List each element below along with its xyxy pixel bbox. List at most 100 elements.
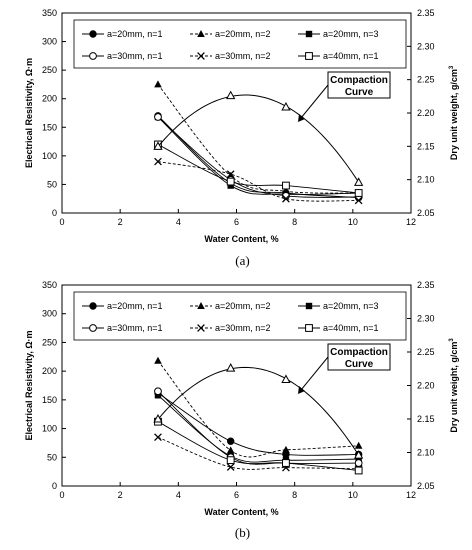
x-tick-label: 2	[118, 490, 123, 500]
legend-label: a=20mm, n=1	[107, 301, 163, 311]
y2-tick-label: 2.25	[417, 75, 435, 85]
series-point	[282, 459, 290, 467]
series-point	[354, 189, 363, 197]
y-tick-label: 150	[42, 395, 57, 405]
compaction-point	[226, 90, 236, 100]
series-point	[154, 157, 162, 166]
legend-marker	[197, 52, 205, 60]
annotation-arrowhead	[298, 386, 305, 394]
x-tick-label: 12	[406, 490, 416, 500]
legend-marker	[89, 30, 97, 38]
y-tick-label: 50	[47, 179, 57, 189]
series-line	[157, 390, 359, 465]
y2-tick-label: 2.20	[417, 381, 435, 391]
x-tick-label: 12	[406, 217, 416, 227]
x-tick-label: 6	[234, 217, 239, 227]
legend-box	[73, 291, 407, 341]
legend-marker	[305, 302, 313, 310]
x-tick-label: 4	[176, 217, 181, 227]
y-tick-label: 100	[42, 151, 57, 161]
y2-tick-label: 2.20	[417, 108, 435, 118]
y-tick-label: 350	[42, 280, 57, 290]
annotation-arrow	[300, 356, 329, 391]
x-tick-label: 10	[348, 217, 358, 227]
legend-box	[73, 19, 407, 69]
y-tick-label: 200	[42, 94, 57, 104]
y-tick-label: 0	[52, 208, 57, 218]
legend-label: a=30mm, n=2	[215, 51, 271, 61]
legend-label: a=20mm, n=2	[215, 29, 271, 39]
series-line	[157, 392, 359, 456]
series-point	[354, 196, 363, 205]
x-tick-label: 2	[118, 217, 123, 227]
x-axis-label: Water Content, %	[204, 234, 278, 244]
y2-axis-label: Dry unit weight, g/cm3	[449, 338, 459, 433]
annotation-arrowhead	[298, 114, 305, 122]
series-point	[226, 437, 235, 445]
series-point	[154, 80, 162, 88]
panel-caption: (a)	[235, 253, 249, 268]
series-point	[154, 433, 162, 442]
y2-tick-label: 2.10	[417, 448, 435, 458]
chart-panel-a: 0 2 4 6 8 10 12 0 50 100 150 200 250 300 350 2.05 2.10 2.…	[24, 8, 459, 268]
y2-tick-label: 2.15	[417, 141, 435, 151]
compaction-point	[226, 363, 236, 372]
annotation-text-line1: Compaction	[330, 75, 388, 86]
x-tick-label: 0	[59, 490, 64, 500]
x-tick-label: 6	[234, 490, 239, 500]
compaction-curve	[157, 94, 360, 183]
series-line	[157, 360, 359, 458]
series-point	[354, 459, 363, 467]
legend-marker	[305, 30, 313, 38]
series-line	[157, 421, 359, 471]
series-line	[157, 436, 359, 470]
y-tick-label: 250	[42, 337, 57, 347]
y2-axis-label-text: Dry unit weight, g/cm	[449, 342, 459, 433]
series-point	[282, 194, 290, 203]
legend-marker	[305, 324, 313, 332]
series-line	[157, 84, 359, 194]
series-point	[226, 463, 235, 471]
x-tick-label: 0	[59, 217, 64, 227]
annotation-text-line2: Curve	[345, 359, 374, 370]
compaction-point	[153, 413, 163, 423]
annotation-text-line1: Compaction	[330, 347, 388, 358]
y-axis-label: Electrical Resistivity, Ω·m	[24, 330, 34, 440]
series-point	[226, 456, 235, 465]
y-tick-label: 300	[42, 309, 57, 319]
y-tick-label: 300	[42, 37, 57, 47]
panel-caption: (b)	[235, 525, 250, 540]
x-axis-label: Water Content, %	[204, 507, 278, 517]
y-tick-label: 0	[52, 481, 57, 491]
y2-tick-label: 2.35	[417, 280, 435, 290]
annotation-text-line2: Curve	[345, 87, 374, 98]
y-tick-label: 100	[42, 424, 57, 434]
y-tick-label: 250	[42, 65, 57, 75]
series-point	[354, 441, 363, 449]
x-tick-label: 8	[292, 217, 297, 227]
compaction-point	[354, 177, 364, 186]
y2-axis-label-superscript: 3	[449, 65, 455, 69]
y2-tick-label: 2.05	[417, 481, 435, 491]
legend-marker	[197, 30, 205, 37]
legend-marker	[89, 52, 97, 60]
y-tick-label: 350	[42, 8, 57, 18]
compaction-point	[354, 450, 364, 459]
y2-tick-label: 2.05	[417, 208, 435, 218]
y2-tick-label: 2.30	[417, 314, 435, 324]
annotation-box	[327, 71, 391, 99]
series-point	[354, 466, 363, 475]
x-tick-label: 8	[292, 490, 297, 500]
legend-label: a=20mm, n=1	[107, 29, 163, 39]
series-line	[157, 116, 359, 195]
y2-axis-label-superscript: 3	[449, 338, 455, 342]
compaction-point	[281, 374, 291, 383]
legend-label: a=20mm, n=2	[215, 301, 271, 311]
y2-tick-label: 2.35	[417, 8, 435, 18]
y2-axis-label-text: Dry unit weight, g/cm	[449, 69, 459, 160]
legend-marker	[89, 302, 97, 310]
y2-axis-label: Dry unit weight, g/cm3	[449, 65, 459, 160]
series-line	[157, 394, 359, 463]
y-tick-label: 200	[42, 366, 57, 376]
